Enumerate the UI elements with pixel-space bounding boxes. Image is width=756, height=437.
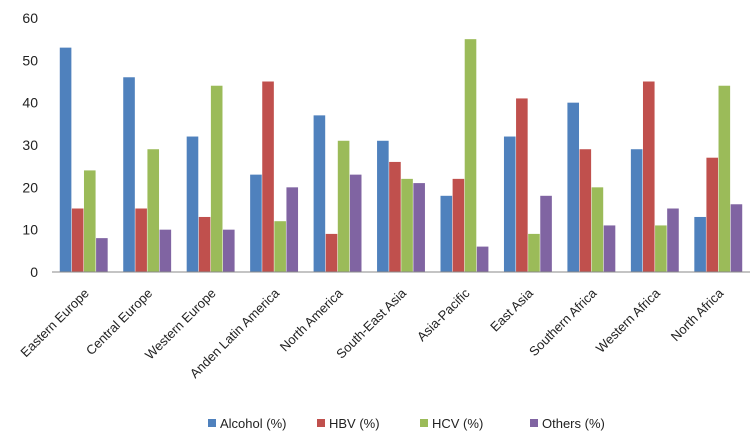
bar-others-east-asia (540, 195, 552, 272)
bar-hbv-central-europe (135, 208, 147, 272)
y-tick-label: 20 (22, 179, 38, 195)
bar-hcv-east-asia (528, 233, 540, 272)
bar-hbv-north-africa (706, 157, 719, 272)
bar-hcv-southern-africa (591, 187, 604, 272)
legend-swatch (420, 419, 428, 427)
y-tick-label: 0 (30, 264, 38, 280)
bar-others-western-europe (222, 229, 235, 272)
bar-hbv-anden-latin-america (262, 81, 274, 272)
bar-hcv-western-europe (210, 85, 223, 272)
bar-alcohol-western-africa (630, 149, 643, 272)
y-tick-label: 50 (22, 52, 38, 68)
bar-hcv-eastern-europe (83, 170, 96, 272)
bar-hbv-south-east-asia (389, 161, 401, 272)
legend-label: Others (%) (542, 416, 605, 431)
bar-alcohol-central-europe (123, 77, 135, 273)
bar-hcv-north-america (337, 140, 350, 272)
bar-hcv-south-east-asia (401, 178, 413, 272)
y-tick-label: 30 (22, 137, 38, 153)
bar-hcv-western-africa (655, 225, 667, 272)
bar-others-north-africa (730, 204, 743, 272)
bar-hcv-asia-pacific (464, 39, 477, 272)
legend-swatch (317, 419, 325, 427)
bar-alcohol-anden-latin-america (250, 174, 262, 272)
bar-hbv-western-europe (198, 216, 211, 272)
bar-others-south-east-asia (413, 183, 425, 272)
bar-alcohol-north-africa (694, 216, 706, 272)
bars (59, 39, 743, 273)
y-tick-label: 40 (22, 95, 38, 111)
bar-alcohol-eastern-europe (59, 47, 72, 273)
bar-others-southern-africa (603, 225, 616, 272)
legend-swatch (530, 419, 538, 427)
x-tick-label: Southern Africa (526, 285, 600, 359)
y-tick-label: 60 (22, 10, 38, 26)
bar-hbv-north-america (325, 233, 338, 272)
legend: Alcohol (%) HBV (%) HCV (%) Others (%) (208, 416, 605, 431)
bar-alcohol-southern-africa (567, 102, 580, 273)
x-tick-label: Central Europe (83, 286, 155, 358)
x-tick-label: Western Africa (593, 285, 664, 356)
legend-label: Alcohol (%) (220, 416, 286, 431)
y-axis: 0 10 20 30 40 50 60 (22, 10, 38, 280)
bar-hbv-east-asia (516, 98, 528, 272)
bar-others-asia-pacific (476, 246, 489, 272)
bar-others-north-america (349, 174, 362, 272)
bar-alcohol-western-europe (186, 136, 199, 272)
bar-others-eastern-europe (96, 238, 108, 272)
x-tick-label: Eastern Europe (17, 286, 91, 360)
bar-alcohol-north-america (313, 115, 326, 272)
legend-swatch (208, 419, 216, 427)
bar-hbv-asia-pacific (452, 178, 465, 272)
bar-hcv-anden-latin-america (274, 221, 286, 272)
bar-hbv-southern-africa (579, 149, 592, 272)
bar-hbv-western-africa (642, 81, 655, 272)
y-tick-label: 10 (22, 222, 38, 238)
bar-others-central-europe (159, 229, 172, 272)
bar-alcohol-south-east-asia (377, 140, 389, 272)
bar-hcv-north-africa (718, 85, 731, 272)
x-tick-label: North Africa (668, 285, 727, 344)
bar-others-anden-latin-america (286, 187, 299, 272)
bar-alcohol-east-asia (503, 136, 516, 272)
bar-hcv-central-europe (147, 149, 160, 272)
bar-others-western-africa (667, 208, 679, 272)
x-tick-label: Asia-Pacific (414, 285, 473, 344)
legend-label: HBV (%) (329, 416, 380, 431)
bar-alcohol-asia-pacific (440, 195, 453, 272)
legend-label: HCV (%) (432, 416, 483, 431)
bar-hbv-eastern-europe (71, 208, 84, 272)
x-tick-label: East Asia (487, 285, 536, 334)
x-tick-label: North America (277, 285, 346, 354)
